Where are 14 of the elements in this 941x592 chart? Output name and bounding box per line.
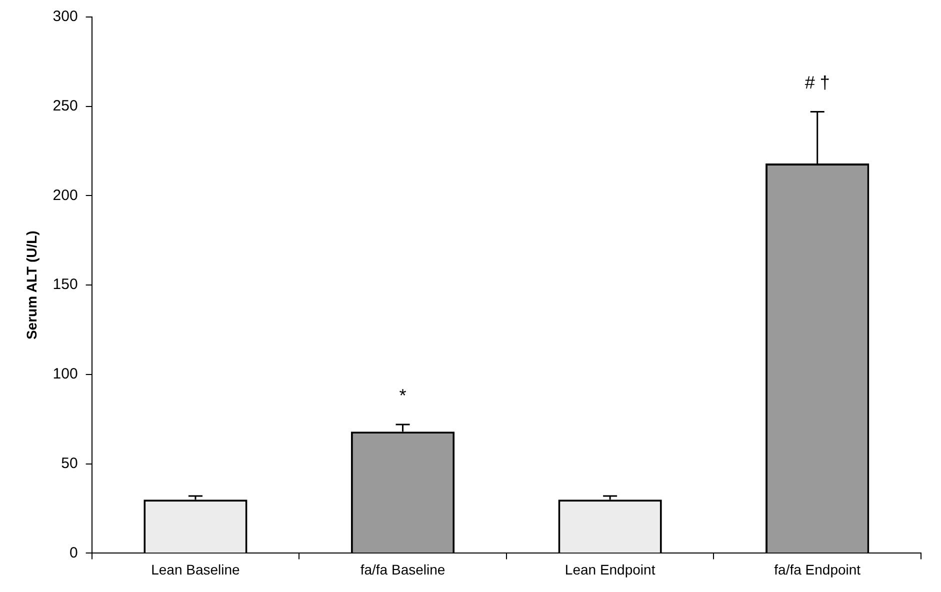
y-tick-label: 0 bbox=[69, 544, 78, 562]
y-tick-label: 250 bbox=[52, 98, 78, 115]
x-tick-label: fa/fa Endpoint bbox=[774, 561, 861, 578]
y-tick-label: 150 bbox=[52, 276, 78, 294]
annotation: * bbox=[399, 385, 406, 406]
y-tick-label: 300 bbox=[52, 8, 78, 26]
y-tick-label: 100 bbox=[52, 366, 78, 383]
y-axis-title: Serum ALT (U/L) bbox=[23, 230, 40, 340]
x-tick-label: fa/fa Baseline bbox=[360, 561, 446, 578]
y-tick-label: 50 bbox=[61, 454, 78, 472]
y-tick-label: 200 bbox=[52, 186, 78, 204]
x-tick-label: Lean Baseline bbox=[151, 561, 240, 578]
x-tick-label: Lean Endpoint bbox=[564, 561, 656, 578]
annotation: # † bbox=[804, 72, 830, 93]
